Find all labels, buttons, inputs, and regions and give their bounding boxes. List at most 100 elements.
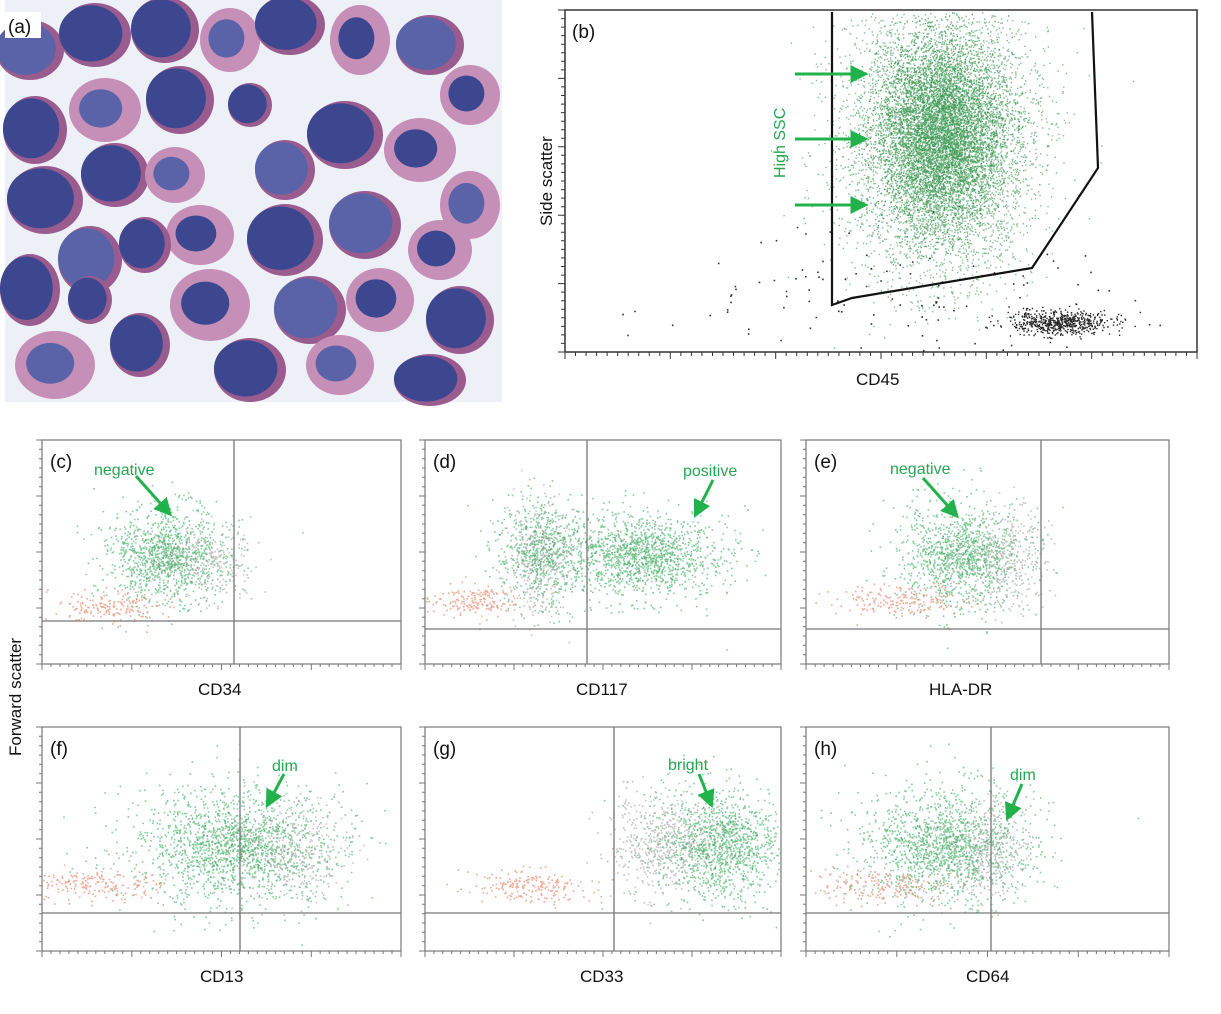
nucleus [59, 5, 123, 62]
nucleus [416, 230, 456, 267]
plot-f-xlabel: CD13 [200, 967, 243, 986]
nucleus [181, 281, 230, 325]
plot-e-arrow [921, 477, 959, 519]
plot-h-cluster-2-dots [934, 793, 1057, 916]
plot-h-annotation: dim [1010, 767, 1036, 784]
plot-d: positive (d) CD117 [419, 439, 782, 699]
cell-14 [307, 101, 383, 169]
nucleus [208, 19, 245, 58]
plot-c-frame [41, 439, 402, 665]
cell-22 [329, 191, 401, 259]
plot-g-cluster-2-dots [586, 761, 742, 925]
plot-h-xlabel: CD64 [966, 967, 1009, 986]
cell-19 [145, 147, 205, 203]
nucleus [448, 75, 485, 112]
plot-f-arrow [265, 773, 286, 808]
gated-blast-core [838, 12, 1049, 325]
nucleus [214, 340, 278, 397]
nucleus [394, 355, 458, 402]
plot-b-events [622, 12, 1161, 352]
plot-c-ticks [36, 439, 402, 670]
cell-33 [214, 338, 286, 402]
plot-f-ticks [36, 726, 402, 957]
nucleus [255, 0, 317, 50]
gated-blast-core-dots [838, 12, 1049, 325]
plot-f-cluster-1-core-dots [135, 794, 328, 924]
gated-blast-events [770, 12, 1135, 349]
cell-6 [330, 5, 390, 75]
cell-20 [166, 205, 234, 265]
gated-blast-events-dots [770, 12, 1135, 349]
plot-g-annotation: bright [668, 757, 709, 774]
plot-c-cluster-1-core-dots [116, 504, 208, 599]
nucleus [394, 129, 438, 168]
nucleus [109, 315, 163, 372]
plot-f-cluster-1-core [135, 794, 328, 924]
cell-30 [426, 286, 494, 354]
plot-f-label: (f) [50, 739, 68, 760]
cell-35 [394, 354, 466, 406]
cell-28 [274, 276, 346, 344]
plot-c-cluster-1-core [116, 504, 208, 599]
cell-11 [146, 66, 214, 134]
plot-f-cluster-3 [43, 864, 167, 907]
cell-layer [0, 0, 500, 406]
plot-f-frame [41, 726, 402, 952]
plot-c-label: (c) [50, 452, 72, 473]
cell-32 [109, 313, 170, 377]
marker-plots: negative (c) CD34 positive (d) CD117 negative (… [36, 439, 1170, 986]
high-ssc-annotation: High SSC [772, 108, 789, 178]
plot-b-tick-marks [558, 9, 1198, 359]
nucleus [58, 228, 115, 289]
nucleus [315, 345, 357, 382]
cell-23 [408, 220, 472, 280]
plot-e-cluster-1-dots [865, 467, 1064, 650]
cell-12 [228, 83, 272, 127]
cell-2 [59, 3, 131, 67]
nucleus [338, 17, 375, 60]
cell-3 [131, 0, 199, 63]
plot-f-cluster-3-dots [43, 864, 167, 907]
nucleus [26, 342, 75, 384]
plot-e-frame [805, 439, 1170, 665]
plot-d-cluster-1 [499, 490, 767, 651]
plot-c-arrow [134, 475, 172, 517]
plot-g-xlabel: CD33 [580, 967, 623, 986]
plot-d-cluster-4-dots [426, 576, 555, 631]
plot-h: dim (h) CD64 [800, 726, 1170, 986]
plot-e-cluster-1 [865, 467, 1064, 650]
cell-10 [69, 78, 141, 142]
nucleus [329, 193, 393, 254]
plot-c: negative (c) CD34 [36, 439, 402, 699]
panel-a-label: (a) [8, 17, 31, 38]
cell-5 [255, 0, 325, 55]
plot-c-annotation: negative [94, 462, 155, 479]
plot-c-cluster-3-dots [45, 586, 220, 633]
plot-e: negative (e) HLA-DR [800, 439, 1170, 699]
panel-b-xlabel: CD45 [856, 370, 899, 389]
cell-9 [3, 96, 67, 164]
high-ssc-arrows [795, 65, 869, 214]
forward-scatter-label: Forward scatter [6, 638, 25, 756]
lymphocyte-events [986, 303, 1142, 344]
cell-21 [247, 204, 323, 276]
cell-13 [255, 140, 315, 200]
plot-d-cluster-2-core-dots [505, 504, 579, 590]
plot-e-xlabel: HLA-DR [929, 680, 992, 699]
plot-e-ticks [800, 439, 1170, 670]
nucleus [247, 206, 314, 270]
cell-27 [170, 269, 250, 341]
nucleus [396, 17, 456, 70]
cell-17 [7, 166, 83, 234]
plot-h-cluster-2 [934, 793, 1057, 916]
cd45-ssc-plot: High SSC (b) CD45 Side scatter [537, 9, 1198, 389]
plot-f: dim (f) CD13 [36, 726, 402, 986]
nucleus [448, 182, 485, 224]
cell-18 [81, 143, 149, 207]
plot-f-cluster-1 [63, 743, 387, 946]
plot-h-label: (h) [814, 739, 837, 760]
plot-c-xlabel: CD34 [198, 680, 241, 699]
plot-h-arrow [1004, 783, 1024, 822]
plot-h-frame [805, 726, 1170, 952]
nucleus [81, 145, 141, 202]
